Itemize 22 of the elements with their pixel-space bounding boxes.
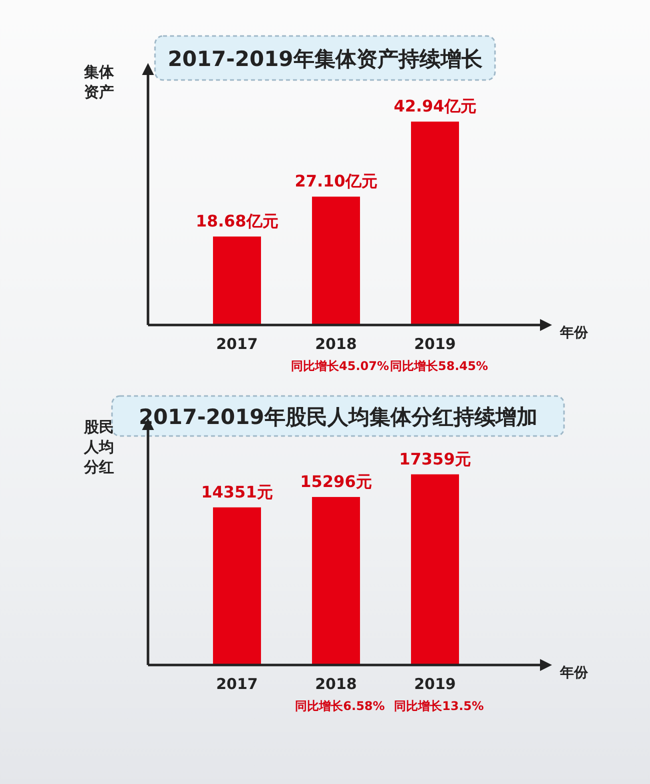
x-tick-label: 2018 (315, 335, 357, 353)
text: 同比增长58.45% (390, 359, 488, 373)
chart-title: 2017-2019年股民人均集体分红持续增加 (138, 405, 538, 429)
x-tick-label: 2017 (216, 675, 258, 693)
data-label: 15296元 (300, 472, 372, 491)
x-tick-label: 2019 (414, 335, 456, 353)
chart-title: 2017-2019年集体资产持续增长 (168, 47, 484, 71)
x-tick-label: 2017 (216, 335, 258, 353)
y-axis-title: 股民人均分红 (83, 418, 114, 476)
data-label: 14351元 (201, 482, 273, 502)
x-axis-title: 年份 (559, 665, 589, 681)
text: 同比增长45.07% (291, 359, 389, 373)
text: 同比增长6.58% (295, 699, 385, 713)
data-label: 42.94亿元 (394, 96, 476, 116)
data-label: 18.68亿元 (196, 212, 278, 231)
x-axis-title: 年份 (559, 325, 589, 341)
text: 同比增长13.5% (394, 699, 484, 713)
y-axis-title: 集体资产 (83, 63, 115, 101)
data-label: 17359元 (399, 449, 471, 468)
x-tick-label: 2018 (315, 675, 357, 693)
x-tick-label: 2019 (414, 675, 456, 693)
data-label: 27.10亿元 (294, 172, 378, 191)
